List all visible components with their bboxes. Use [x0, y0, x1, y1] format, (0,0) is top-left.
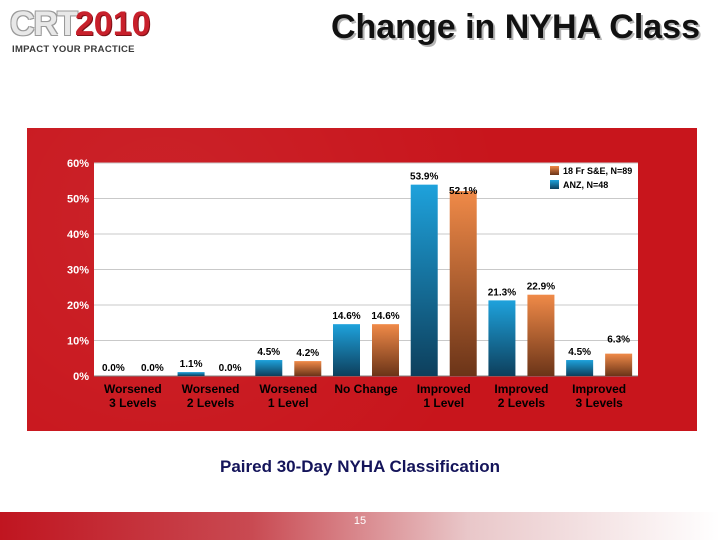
- bar: [410, 184, 438, 376]
- bar: [488, 300, 516, 376]
- logo-wordmark: CRT2010: [10, 4, 151, 44]
- category-label: 1 Level: [268, 396, 309, 410]
- bar: [372, 324, 399, 376]
- data-label: 4.5%: [568, 347, 591, 358]
- bar: [333, 324, 360, 376]
- page-number: 15: [353, 515, 367, 527]
- legend-label: 18 Fr S&E, N=89: [563, 166, 632, 176]
- legend-label: ANZ, N=48: [563, 180, 608, 190]
- y-tick-label: 20%: [67, 300, 89, 312]
- data-label: 52.1%: [449, 186, 477, 197]
- data-label: 4.5%: [257, 347, 280, 358]
- y-tick-label: 30%: [67, 265, 89, 277]
- bar: [449, 191, 477, 376]
- y-tick-label: 0%: [73, 371, 89, 383]
- bar: [255, 360, 283, 376]
- category-label: No Change: [334, 382, 398, 396]
- data-label: 22.9%: [527, 282, 555, 293]
- category-label: Worsened: [259, 382, 317, 396]
- footer-bar: [0, 512, 720, 540]
- data-label: 0.0%: [219, 363, 242, 374]
- data-label: 6.3%: [607, 335, 630, 346]
- y-tick-label: 10%: [67, 336, 89, 348]
- category-label: 3 Levels: [575, 396, 623, 410]
- category-label: Improved: [572, 382, 626, 396]
- logo-crt-text: CRT: [10, 5, 78, 43]
- y-tick-label: 40%: [67, 229, 89, 241]
- data-label: 1.1%: [180, 359, 203, 370]
- crt-2010-logo: CRT2010 IMPACT YOUR PRACTICE: [6, 4, 156, 58]
- category-label: 2 Levels: [498, 396, 546, 410]
- category-label: 3 Levels: [109, 396, 157, 410]
- data-label: 21.3%: [488, 287, 516, 298]
- y-tick-label: 50%: [67, 194, 89, 206]
- bar: [177, 372, 205, 376]
- data-label: 53.9%: [410, 172, 438, 183]
- category-label: Worsened: [104, 382, 162, 396]
- bar: [566, 360, 594, 376]
- bar: [294, 361, 322, 376]
- category-label: 2 Levels: [187, 396, 235, 410]
- category-label: Improved: [494, 382, 548, 396]
- data-label: 14.6%: [332, 311, 360, 322]
- y-axis-ticks: 0% 10% 20% 30% 40% 50% 60%: [67, 158, 89, 383]
- legend-swatch: [550, 180, 559, 189]
- data-label: 0.0%: [102, 363, 125, 374]
- category-label: 1 Level: [423, 396, 464, 410]
- data-label: 4.2%: [296, 348, 319, 359]
- slide-title: Change in NYHA Class: [330, 8, 700, 46]
- legend: 18 Fr S&E, N=89 ANZ, N=48: [550, 166, 632, 190]
- bars: [177, 184, 633, 376]
- legend-swatch: [550, 166, 559, 175]
- data-label: 14.6%: [371, 311, 399, 322]
- data-labels: 0.0% 0.0% 1.1% 0.0% 4.5% 4.2% 14.6% 14.6% 53.9% 5…: [102, 172, 630, 374]
- bar-chart: 0% 10% 20% 30% 40% 50% 60% 0.0% 0.0% 1.1% 0.0% 4.5…: [67, 158, 638, 410]
- chart-caption: Paired 30-Day NYHA Classification: [220, 457, 500, 476]
- chart-frame: 0% 10% 20% 30% 40% 50% 60% 0.0% 0.0% 1.1% 0.0% 4.5…: [27, 128, 697, 431]
- category-label: Improved: [417, 382, 471, 396]
- category-label: Worsened: [182, 382, 240, 396]
- logo-year-text: 2010: [74, 5, 151, 43]
- data-label: 0.0%: [141, 363, 164, 374]
- bar: [527, 294, 555, 376]
- bar: [605, 353, 633, 376]
- logo-tagline: IMPACT YOUR PRACTICE: [12, 44, 135, 55]
- y-tick-label: 60%: [67, 158, 89, 170]
